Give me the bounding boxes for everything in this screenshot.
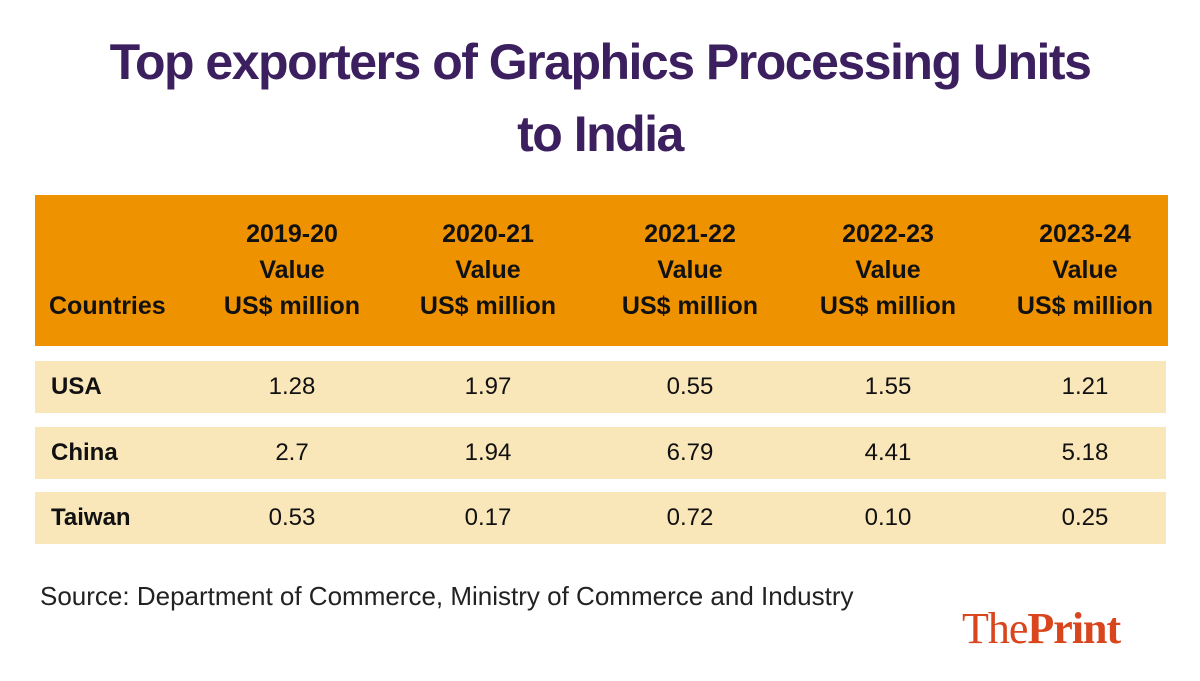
value-cell: 0.17 <box>464 504 512 531</box>
country-cell: China <box>51 439 118 466</box>
header-text: 2019-20 <box>246 220 338 248</box>
header-text: 2023-24 <box>1039 220 1131 248</box>
header-text: Value <box>259 256 325 284</box>
table-row: Taiwan 0.53 0.17 0.72 0.10 0.25 <box>35 492 1166 544</box>
source-note: Source: Department of Commerce, Ministry… <box>40 581 854 611</box>
header-text: Value <box>455 256 521 284</box>
header-text: US$ million <box>419 292 557 320</box>
header-text: Value <box>855 256 921 284</box>
value-cell: 6.79 <box>666 439 714 466</box>
theprint-logo: ThePrint <box>962 603 1121 654</box>
header-column-2023-24: 2023-24 Value US$ million <box>995 216 1175 324</box>
header-column-2019-20: 2019-20 Value US$ million <box>202 216 382 324</box>
title-text: to India <box>517 106 684 162</box>
value-cell: 1.55 <box>864 373 912 400</box>
country-cell: Taiwan <box>51 504 131 531</box>
value-cell: 0.10 <box>864 504 912 531</box>
value-cell: 2.7 <box>275 439 309 466</box>
value-cell: 0.72 <box>666 504 714 531</box>
header-column-2022-23: 2022-23 Value US$ million <box>798 216 978 324</box>
header-text: US$ million <box>1016 292 1154 320</box>
table-row: China 2.7 1.94 6.79 4.41 5.18 <box>35 427 1166 479</box>
title-text: Top exporters of Graphics Processing Uni… <box>109 34 1092 90</box>
value-cell: 5.18 <box>1061 439 1109 466</box>
chart-title-line-1: Top exporters of Graphics Processing Uni… <box>20 26 1180 98</box>
value-cell: 0.55 <box>666 373 714 400</box>
table-row: USA 1.28 1.97 0.55 1.55 1.21 <box>35 361 1166 413</box>
chart-title-line-2: to India <box>20 98 1180 170</box>
table-header: Countries 2019-20 Value US$ million 2020-21… <box>35 195 1168 346</box>
header-text: Value <box>1052 256 1118 284</box>
header-text: US$ million <box>621 292 759 320</box>
header-text: Value <box>657 256 723 284</box>
value-cell: 0.25 <box>1061 504 1109 531</box>
logo-text-bold: Print <box>1027 604 1121 653</box>
header-text: US$ million <box>819 292 957 320</box>
header-text: 2020-21 <box>442 220 534 248</box>
header-text: 2022-23 <box>842 220 934 248</box>
logo-text: The <box>962 604 1028 653</box>
value-cell: 0.53 <box>268 504 316 531</box>
header-countries: Countries <box>49 292 166 320</box>
header-column-2021-22: 2021-22 Value US$ million <box>600 216 780 324</box>
value-cell: 1.94 <box>464 439 512 466</box>
country-cell: USA <box>51 373 102 400</box>
value-cell: 1.28 <box>268 373 316 400</box>
value-cell: 4.41 <box>864 439 912 466</box>
value-cell: 1.21 <box>1061 373 1109 400</box>
header-text: US$ million <box>223 292 361 320</box>
header-text: 2021-22 <box>644 220 736 248</box>
value-cell: 1.97 <box>464 373 512 400</box>
header-column-2020-21: 2020-21 Value US$ million <box>398 216 578 324</box>
